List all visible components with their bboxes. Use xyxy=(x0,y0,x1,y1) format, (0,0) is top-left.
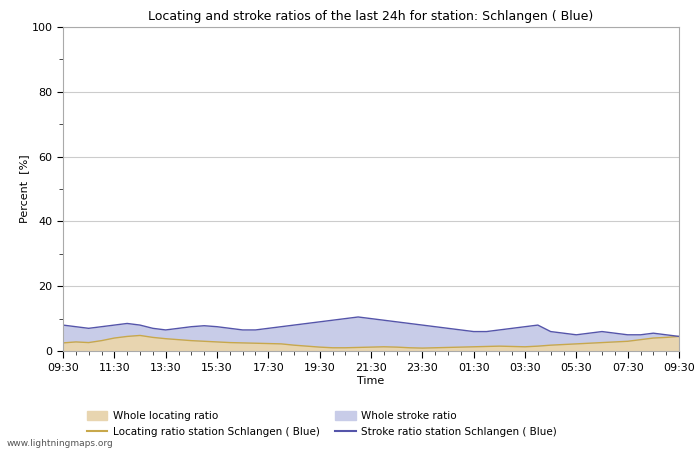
X-axis label: Time: Time xyxy=(358,376,384,386)
Legend: Whole locating ratio, Locating ratio station Schlangen ( Blue), Whole stroke rat: Whole locating ratio, Locating ratio sta… xyxy=(87,411,557,436)
Y-axis label: Percent  [%]: Percent [%] xyxy=(19,155,29,223)
Title: Locating and stroke ratios of the last 24h for station: Schlangen ( Blue): Locating and stroke ratios of the last 2… xyxy=(148,10,594,23)
Text: www.lightningmaps.org: www.lightningmaps.org xyxy=(7,439,113,448)
